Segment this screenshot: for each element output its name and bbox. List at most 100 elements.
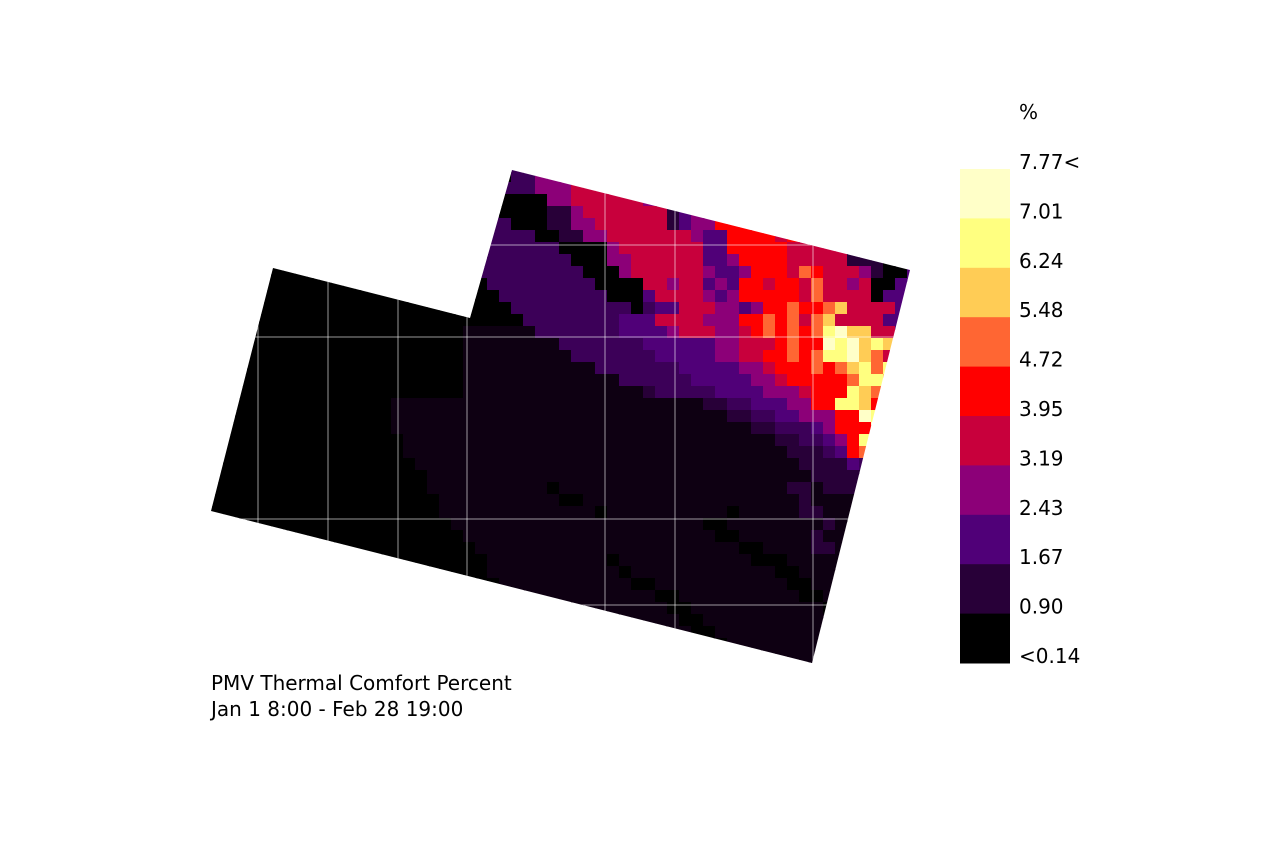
- heatmap-cell: [607, 530, 620, 543]
- heatmap-cell: [751, 530, 764, 543]
- heatmap-cell: [619, 518, 632, 531]
- heatmap-cell: [547, 518, 560, 531]
- heatmap-cell: [799, 182, 812, 195]
- heatmap-cell: [499, 494, 512, 507]
- heatmap-cell: [355, 530, 368, 543]
- heatmap-cell: [679, 518, 692, 531]
- heatmap-cell: [367, 170, 380, 183]
- heatmap-cell: [679, 566, 692, 579]
- heatmap-cell: [415, 290, 428, 303]
- heatmap-cell: [415, 578, 428, 591]
- heatmap-cell: [703, 326, 716, 339]
- heatmap-cell: [811, 434, 824, 447]
- heatmap-cell: [643, 626, 656, 639]
- heatmap-cell: [283, 470, 296, 483]
- heatmap-cell: [259, 374, 272, 387]
- heatmap-cell: [355, 590, 368, 603]
- heatmap-cell: [367, 578, 380, 591]
- heatmap-cell: [667, 254, 680, 267]
- heatmap-cell: [667, 314, 680, 327]
- heatmap-cell: [823, 350, 836, 363]
- heatmap-cell: [547, 218, 560, 231]
- heatmap-cell: [583, 422, 596, 435]
- heatmap-cell: [607, 458, 620, 471]
- heatmap-cell: [895, 578, 908, 591]
- heatmap-cell: [631, 230, 644, 243]
- heatmap-cell: [607, 290, 620, 303]
- heatmap-cell: [715, 362, 728, 375]
- heatmap-cell: [355, 278, 368, 291]
- legend-color-band: [960, 317, 1010, 368]
- heatmap-cell: [307, 302, 320, 315]
- heatmap-cell: [739, 458, 752, 471]
- heatmap-cell: [607, 638, 620, 651]
- heatmap-cell: [211, 494, 224, 507]
- heatmap-cell: [463, 410, 476, 423]
- heatmap-cell: [283, 362, 296, 375]
- heatmap-cell: [391, 446, 404, 459]
- heatmap-cell: [367, 326, 380, 339]
- heatmap-cell: [787, 602, 800, 615]
- heatmap-cell: [643, 590, 656, 603]
- heatmap-cell: [835, 554, 848, 567]
- heatmap-cell: [415, 254, 428, 267]
- heatmap-cell: [859, 542, 872, 555]
- heatmap-cell: [727, 194, 740, 207]
- heatmap-cell: [247, 470, 260, 483]
- heatmap-cell: [571, 386, 584, 399]
- heatmap-cell: [787, 530, 800, 543]
- heatmap-cell: [343, 554, 356, 567]
- heatmap-cell: [775, 254, 788, 267]
- heatmap-cell: [475, 422, 488, 435]
- heatmap-cell: [871, 218, 884, 231]
- heatmap-cell: [583, 398, 596, 411]
- heatmap-cell: [427, 446, 440, 459]
- heatmap-cell: [331, 446, 344, 459]
- heatmap-cell: [871, 626, 884, 639]
- heatmap-cell: [247, 230, 260, 243]
- heatmap-cell: [295, 518, 308, 531]
- heatmap-cell: [439, 542, 452, 555]
- heatmap-cell: [499, 410, 512, 423]
- heatmap-cell: [319, 194, 332, 207]
- heatmap-cell: [283, 590, 296, 603]
- heatmap-cell: [571, 254, 584, 267]
- heatmap-cell: [283, 602, 296, 615]
- heatmap-cell: [391, 326, 404, 339]
- heatmap-cell: [403, 554, 416, 567]
- heatmap-cell: [475, 554, 488, 567]
- heatmap-cell: [703, 542, 716, 555]
- heatmap-cell: [235, 650, 248, 663]
- heatmap-cell: [847, 554, 860, 567]
- heatmap-cell: [235, 326, 248, 339]
- heatmap-cell: [859, 338, 872, 351]
- heatmap-cell: [907, 218, 910, 231]
- heatmap-cell: [811, 170, 824, 183]
- heatmap-cell: [715, 386, 728, 399]
- heatmap-cell: [607, 338, 620, 351]
- heatmap-cell: [355, 302, 368, 315]
- heatmap-cell: [235, 446, 248, 459]
- heatmap-cell: [379, 242, 392, 255]
- heatmap-cell: [391, 314, 404, 327]
- heatmap-cell: [295, 218, 308, 231]
- heatmap-cell: [871, 254, 884, 267]
- heatmap-cell: [619, 254, 632, 267]
- heatmap-cell: [595, 326, 608, 339]
- heatmap-cell: [499, 590, 512, 603]
- heatmap-cell: [619, 422, 632, 435]
- heatmap-cell: [679, 482, 692, 495]
- heatmap-cell: [607, 242, 620, 255]
- heatmap-cell: [727, 506, 740, 519]
- heatmap-cell: [391, 386, 404, 399]
- heatmap-cell: [535, 566, 548, 579]
- heatmap-cell: [703, 578, 716, 591]
- heatmap-cell: [343, 578, 356, 591]
- heatmap-cell: [727, 314, 740, 327]
- legend-unit: %: [1019, 100, 1038, 124]
- heatmap-cell: [679, 182, 692, 195]
- heatmap-cell: [655, 542, 668, 555]
- heatmap-cell: [715, 530, 728, 543]
- heatmap-cell: [235, 170, 248, 183]
- heatmap-cell: [667, 662, 680, 663]
